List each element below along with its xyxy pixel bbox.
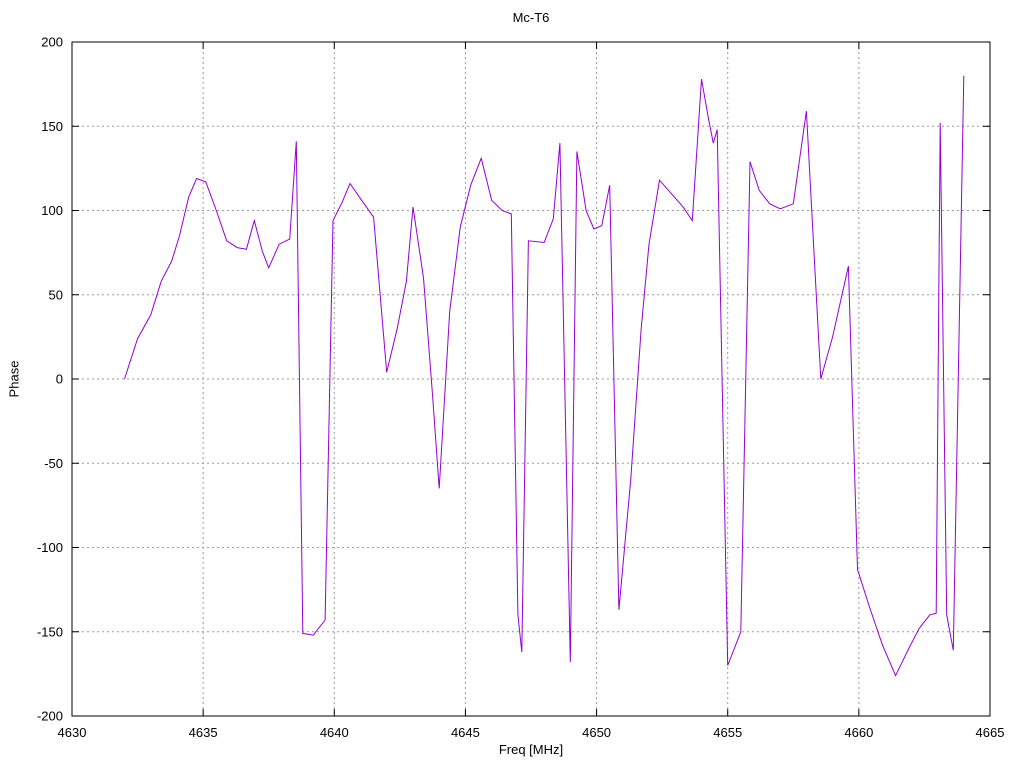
y-tick-label: 150: [41, 119, 63, 134]
y-tick-label: -50: [44, 456, 63, 471]
plot-frame: [71, 41, 991, 717]
y-tick-label: -150: [37, 624, 63, 639]
x-tick-label: 4635: [189, 725, 218, 740]
x-tick-label: 4630: [58, 725, 87, 740]
y-tick-label: 200: [41, 35, 63, 50]
x-tick-label: 4665: [976, 725, 1005, 740]
y-tick-label: 0: [56, 372, 63, 387]
x-tick-label: 4655: [713, 725, 742, 740]
x-tick-label: 4650: [582, 725, 611, 740]
y-tick-label: -100: [37, 540, 63, 555]
x-axis-label: Freq [MHz]: [498, 742, 564, 757]
y-tick-label: 50: [49, 287, 63, 302]
phase-data-line: [124, 75, 965, 677]
x-tick-label: 4640: [320, 725, 349, 740]
x-tick-label: 4645: [451, 725, 480, 740]
y-tick-label: 100: [41, 203, 63, 218]
chart-title: Mc-T6: [512, 10, 550, 25]
y-tick-label: -200: [37, 709, 63, 724]
x-tick-label: 4660: [844, 725, 873, 740]
